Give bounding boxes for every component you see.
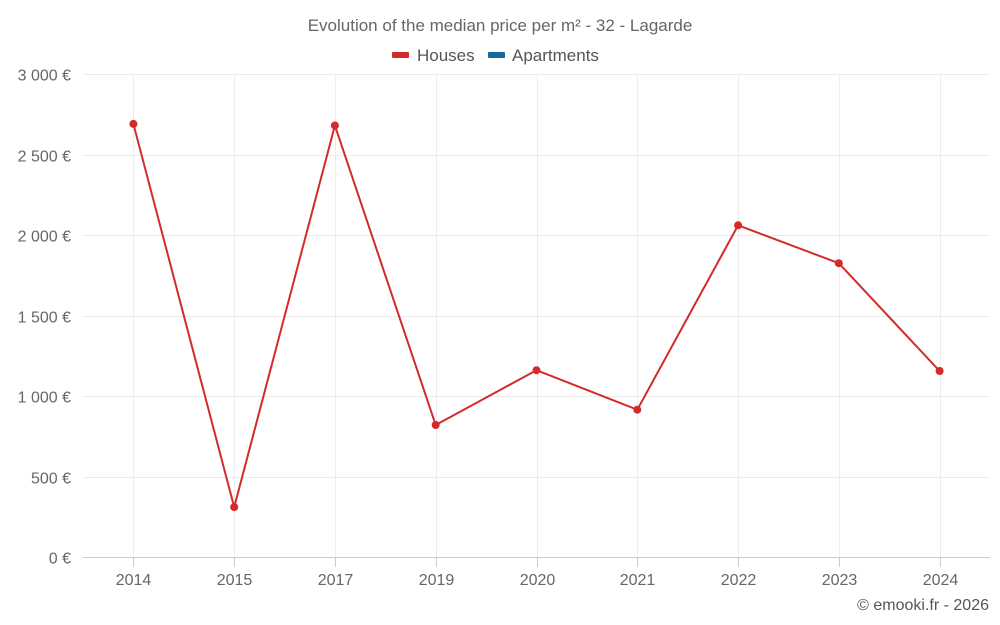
legend-swatch-houses [392,52,409,58]
x-tick-label: 2021 [620,572,656,589]
x-tick-label: 2015 [217,572,253,589]
y-tick-label: 2 000 € [18,229,71,246]
legend-swatch-apartments [488,52,505,58]
data-point-houses[interactable] [734,221,743,230]
legend-label-houses: Houses [417,46,475,65]
data-point-houses[interactable] [129,119,138,128]
legend: Houses Apartments [392,46,599,65]
x-tick-label: 2023 [822,572,858,589]
legend-label-apartments: Apartments [512,46,599,65]
x-tick-label: 2020 [520,572,556,589]
series [129,119,944,512]
x-tick-label: 2014 [116,572,152,589]
data-point-houses[interactable] [633,405,642,414]
y-tick-label: 0 € [49,551,71,568]
x-tick-label: 2017 [318,572,354,589]
credit-text[interactable]: © emooki.fr - 2026 [857,597,989,614]
grid [83,74,990,557]
y-tick-label: 1 500 € [18,310,71,327]
x-tick-label: 2019 [419,572,455,589]
y-tick-label: 2 500 € [18,149,71,166]
data-point-houses[interactable] [834,259,843,268]
y-tick-label: 1 000 € [18,390,71,407]
data-point-houses[interactable] [230,503,239,512]
data-point-houses[interactable] [532,366,541,375]
y-tick-label: 500 € [31,471,71,488]
data-point-houses[interactable] [935,367,944,375]
y-tick-label: 3 000 € [18,68,71,85]
series-line-houses [132,123,941,509]
x-tick-label: 2022 [721,572,757,589]
data-point-houses[interactable] [330,121,339,130]
x-tick-label: 2024 [923,572,959,589]
axes: 0 € 500 € 1 000 € 1 500 € 2 000 € 2 500 € 3 00… [18,68,990,589]
legend-item-houses[interactable]: Houses [392,46,475,65]
legend-item-apartments[interactable]: Apartments [488,46,599,65]
chart-title: Evolution of the median price per m² - 3… [308,16,693,35]
data-point-houses[interactable] [431,421,440,429]
